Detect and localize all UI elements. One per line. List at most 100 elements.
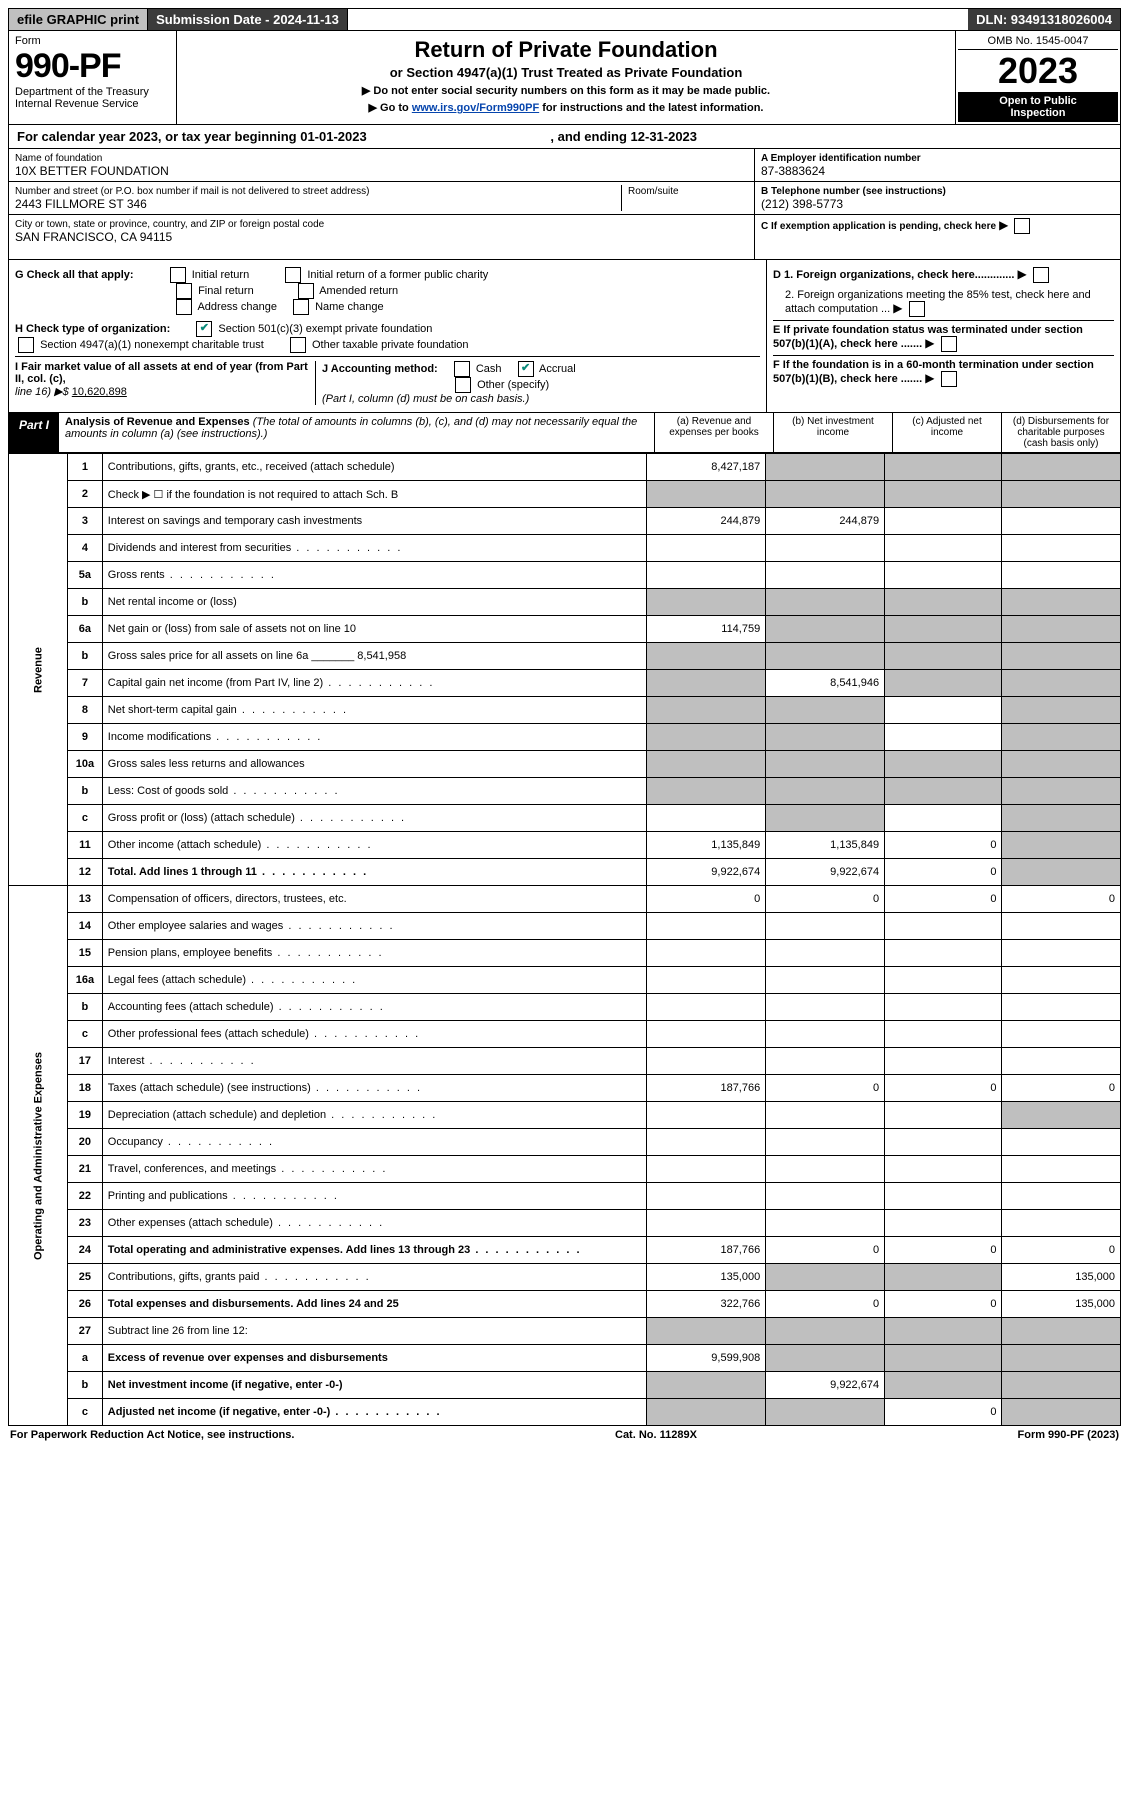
line-number: b [68, 778, 103, 805]
initial-public-checkbox[interactable] [285, 267, 301, 283]
line-desc: Compensation of officers, directors, tru… [102, 886, 647, 913]
amount-cell [1002, 751, 1121, 778]
amount-cell [647, 1102, 766, 1129]
amount-cell [1002, 697, 1121, 724]
city-state-zip: SAN FRANCISCO, CA 94115 [15, 230, 172, 244]
h-row: H Check type of organization: Section 50… [15, 318, 760, 356]
amount-cell [885, 481, 1002, 508]
amount-cell: 8,427,187 [647, 454, 766, 481]
amount-cell [766, 616, 885, 643]
terminated-checkbox[interactable] [941, 336, 957, 352]
table-row: 8Net short-term capital gain [9, 697, 1121, 724]
amount-cell [766, 1183, 885, 1210]
line-number: 17 [68, 1048, 103, 1075]
part1-label: Part I [9, 413, 59, 452]
inspection-badge: Open to PublicInspection [958, 92, 1118, 122]
501c3-checkbox[interactable] [196, 321, 212, 337]
line-number: b [68, 589, 103, 616]
table-row: 7Capital gain net income (from Part IV, … [9, 670, 1121, 697]
cash-checkbox[interactable] [454, 361, 470, 377]
amount-cell [1002, 994, 1121, 1021]
amount-cell [647, 940, 766, 967]
line-number: c [68, 805, 103, 832]
amount-cell [766, 994, 885, 1021]
goto-post: for instructions and the latest informat… [539, 102, 763, 114]
amount-cell: 0 [885, 859, 1002, 886]
85pct-checkbox[interactable] [909, 301, 925, 317]
amount-cell: 0 [885, 1291, 1002, 1318]
line-desc: Legal fees (attach schedule) [102, 967, 647, 994]
initial-return-checkbox[interactable] [170, 267, 186, 283]
name-change-checkbox[interactable] [293, 299, 309, 315]
other-taxable-checkbox[interactable] [290, 337, 306, 353]
table-row: bAccounting fees (attach schedule) [9, 994, 1121, 1021]
accrual-checkbox[interactable] [518, 361, 534, 377]
amount-cell [647, 481, 766, 508]
paperwork-notice: For Paperwork Reduction Act Notice, see … [10, 1429, 294, 1441]
table-row: bNet investment income (if negative, ent… [9, 1372, 1121, 1399]
amount-cell: 0 [1002, 886, 1121, 913]
line-number: 24 [68, 1237, 103, 1264]
line-desc: Gross sales price for all assets on line… [102, 643, 647, 670]
amount-cell: 135,000 [1002, 1291, 1121, 1318]
amount-cell: 0 [885, 886, 1002, 913]
line-number: 4 [68, 535, 103, 562]
irs: Internal Revenue Service [15, 98, 170, 110]
amount-cell [766, 1021, 885, 1048]
table-row: 4Dividends and interest from securities [9, 535, 1121, 562]
line-number: 20 [68, 1129, 103, 1156]
amount-cell: 0 [647, 886, 766, 913]
table-row: 5aGross rents [9, 562, 1121, 589]
page-title: Return of Private Foundation [181, 37, 951, 63]
final-return-checkbox[interactable] [176, 283, 192, 299]
amount-cell [647, 805, 766, 832]
goto-pre: ▶ Go to [369, 102, 412, 114]
line-desc: Interest [102, 1048, 647, 1075]
amount-cell [885, 1102, 1002, 1129]
form-ref: Form 990-PF (2023) [1018, 1429, 1119, 1441]
amount-cell [885, 1210, 1002, 1237]
address-change-checkbox[interactable] [176, 299, 192, 315]
part1-desc: Analysis of Revenue and Expenses (The to… [59, 413, 654, 452]
line-number: 15 [68, 940, 103, 967]
amount-cell [1002, 481, 1121, 508]
4947-checkbox[interactable] [18, 337, 34, 353]
efile-print-button[interactable]: efile GRAPHIC print [9, 9, 148, 30]
amount-cell [647, 724, 766, 751]
amount-cell [885, 670, 1002, 697]
form990pf-link[interactable]: www.irs.gov/Form990PF [412, 102, 539, 114]
amount-cell [647, 643, 766, 670]
line-number: 7 [68, 670, 103, 697]
line-desc: Less: Cost of goods sold [102, 778, 647, 805]
submission-date: Submission Date - 2024-11-13 [148, 9, 348, 30]
amount-cell [766, 535, 885, 562]
amount-cell: 9,922,674 [647, 859, 766, 886]
line-number: 3 [68, 508, 103, 535]
pending-checkbox[interactable] [1014, 218, 1030, 234]
amount-cell [1002, 643, 1121, 670]
line-number: 26 [68, 1291, 103, 1318]
topbar: efile GRAPHIC print Submission Date - 20… [8, 8, 1121, 31]
line-desc: Check ▶ ☐ if the foundation is not requi… [102, 481, 647, 508]
amount-cell [647, 751, 766, 778]
amount-cell: 114,759 [647, 616, 766, 643]
line-number: 25 [68, 1264, 103, 1291]
other-method-checkbox[interactable] [455, 377, 471, 393]
foreign-org-checkbox[interactable] [1033, 267, 1049, 283]
cash-basis-note: (Part I, column (d) must be on cash basi… [322, 393, 529, 405]
city-cell: City or town, state or province, country… [9, 215, 754, 259]
line-desc: Net rental income or (loss) [102, 589, 647, 616]
part1-header: Part I Analysis of Revenue and Expenses … [8, 413, 1121, 453]
amended-return-checkbox[interactable] [298, 283, 314, 299]
amount-cell [1002, 454, 1121, 481]
60month-checkbox[interactable] [941, 371, 957, 387]
d2-row: 2. Foreign organizations meeting the 85%… [773, 286, 1114, 320]
amount-cell [885, 589, 1002, 616]
amount-cell: 9,599,908 [647, 1345, 766, 1372]
line-number: b [68, 643, 103, 670]
footer: For Paperwork Reduction Act Notice, see … [8, 1426, 1121, 1444]
dln: DLN: 93491318026004 [968, 9, 1120, 30]
g-row: G Check all that apply: Initial return I… [15, 264, 760, 318]
line-number: 12 [68, 859, 103, 886]
table-row: 22Printing and publications [9, 1183, 1121, 1210]
